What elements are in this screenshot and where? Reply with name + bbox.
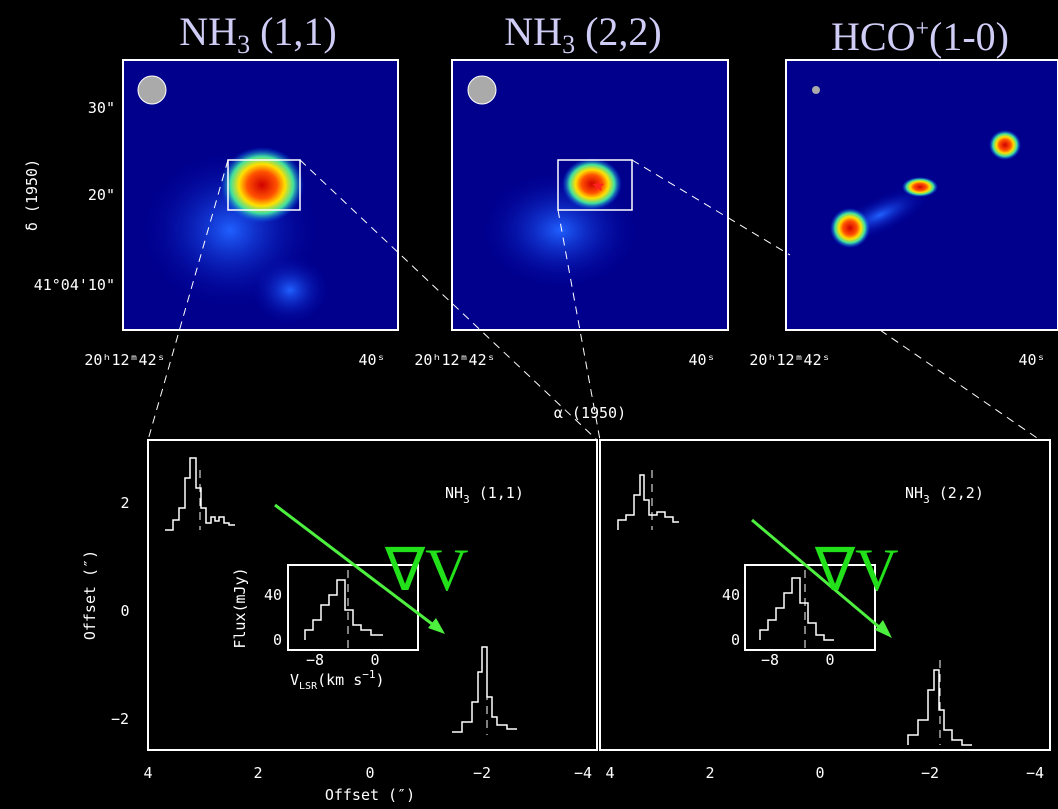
zoom-lines bbox=[147, 159, 1041, 441]
text: HCO bbox=[831, 14, 915, 59]
spec-xtick: 2 bbox=[705, 764, 714, 782]
spec-xtick: 0 bbox=[365, 764, 374, 782]
map-ylabel: δ (1950) bbox=[23, 159, 41, 231]
inset-xtick: 0 bbox=[370, 651, 379, 669]
spec-xtick: −4 bbox=[574, 764, 592, 782]
map-ytick: 20" bbox=[88, 186, 115, 204]
spec-xtick: 2 bbox=[253, 764, 262, 782]
text: ) bbox=[376, 671, 385, 689]
text: −1 bbox=[362, 668, 375, 681]
map-title: HCO+(1-0) bbox=[831, 14, 1009, 59]
map-1 bbox=[122, 59, 399, 331]
inset-ytick: 0 bbox=[731, 631, 740, 649]
map-title: NH3 (2,2) bbox=[504, 9, 661, 59]
map-ytick: 30" bbox=[88, 99, 115, 117]
text: NH bbox=[445, 484, 463, 502]
inset-xlabel: VLSR(km s−1) bbox=[290, 668, 385, 692]
map-3 bbox=[785, 59, 1058, 331]
text: (1,1) bbox=[470, 484, 524, 502]
text: + bbox=[915, 16, 929, 42]
text: 3 bbox=[923, 493, 930, 506]
text: 3 bbox=[237, 30, 250, 59]
inset-ytick: 40 bbox=[264, 586, 282, 604]
map-xtick: 20ʰ12ᵐ42ˢ bbox=[749, 351, 830, 369]
spec-ytick: 0 bbox=[120, 602, 129, 620]
text: 3 bbox=[463, 493, 470, 506]
text: NH bbox=[179, 9, 237, 54]
map-xtick: 20ʰ12ᵐ42ˢ bbox=[414, 351, 495, 369]
inset-xtick: −8 bbox=[306, 651, 324, 669]
inset-ytick: 0 bbox=[273, 631, 282, 649]
spec-ytick: 2 bbox=[120, 494, 129, 512]
inset-xtick: 0 bbox=[825, 651, 834, 669]
spec-xlabel: Offset (″) bbox=[325, 786, 415, 804]
map-xtick: 40ˢ bbox=[688, 351, 715, 369]
map-ytick: 41°04'10" bbox=[34, 276, 115, 294]
spec-xtick: −2 bbox=[473, 764, 491, 782]
spec-xtick: −4 bbox=[1026, 764, 1044, 782]
text: V bbox=[290, 671, 299, 689]
gradient-label: ∇V bbox=[384, 537, 468, 603]
text: (1-0) bbox=[929, 14, 1009, 59]
inset-ytick: 40 bbox=[722, 586, 740, 604]
text: (2,2) bbox=[575, 9, 662, 54]
map-xtick: 20ʰ12ᵐ42ˢ bbox=[84, 351, 165, 369]
text: (2,2) bbox=[930, 484, 984, 502]
map-xtick: 40ˢ bbox=[358, 351, 385, 369]
spec-xtick: 4 bbox=[605, 764, 614, 782]
text: 3 bbox=[562, 30, 575, 59]
map-title: NH3 (1,1) bbox=[179, 9, 336, 59]
gradient-label: ∇V bbox=[814, 537, 898, 603]
map-2: ★ bbox=[451, 59, 729, 331]
inset-ylabel: Flux(mJy) bbox=[231, 567, 249, 648]
svg-text:★: ★ bbox=[591, 178, 605, 195]
spec-xtick: 0 bbox=[815, 764, 824, 782]
spec-xtick: 4 bbox=[143, 764, 152, 782]
map-xtick: 40ˢ bbox=[1018, 351, 1045, 369]
inset-xtick: −8 bbox=[761, 651, 779, 669]
map-xlabel: α (1950) bbox=[554, 404, 626, 422]
text: LSR bbox=[299, 681, 318, 692]
spec-xtick: −2 bbox=[921, 764, 939, 782]
text: NH bbox=[504, 9, 562, 54]
spec-ytick: −2 bbox=[111, 710, 129, 728]
panel-label: NH3 (2,2) bbox=[905, 484, 984, 506]
panel-label: NH3 (1,1) bbox=[445, 484, 524, 506]
spectra-left bbox=[147, 439, 598, 751]
text: (1,1) bbox=[250, 9, 337, 54]
text: (km s bbox=[317, 671, 362, 689]
text: NH bbox=[905, 484, 923, 502]
spectra-right bbox=[599, 439, 1051, 751]
spec-ylabel: Offset (″) bbox=[81, 550, 99, 640]
